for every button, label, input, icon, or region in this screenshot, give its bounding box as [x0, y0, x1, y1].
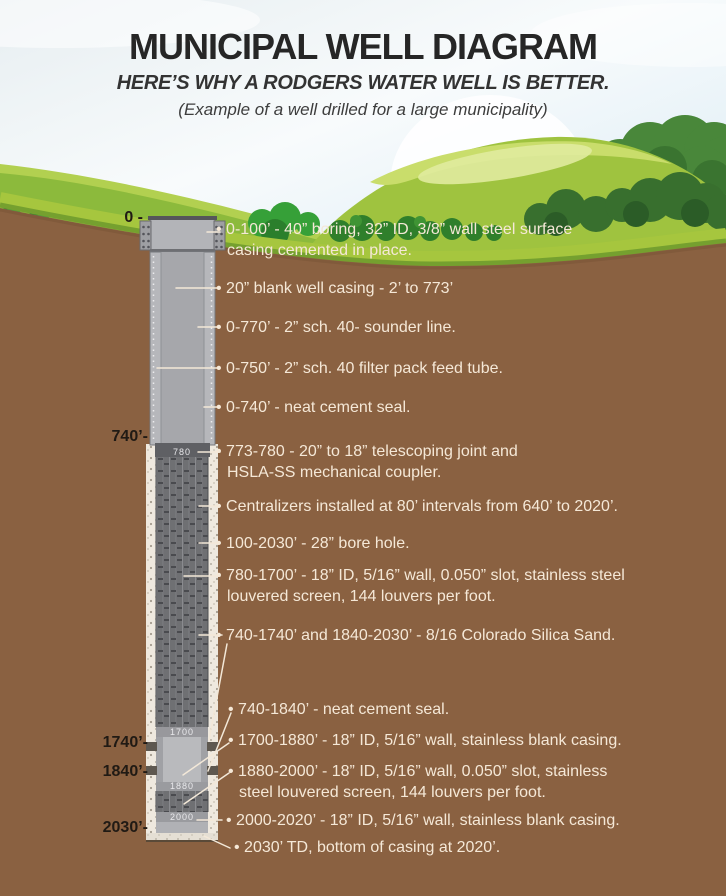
- annotation-blank-casing-bot: • 2000-2020’ - 18” ID, 5/16” wall, stain…: [226, 812, 620, 829]
- telescoping-joint: [155, 443, 210, 457]
- page-subtitle: HERE’S WHY A RODGERS WATER WELL IS BETTE…: [116, 72, 610, 94]
- casing-marker-780: 780: [172, 447, 192, 457]
- leader-lines: [156, 231, 232, 849]
- page-title: MUNICIPAL WELL DIAGRAM: [129, 26, 598, 67]
- surface-casing: [139, 216, 226, 253]
- depth-label-1840: 1840’-: [102, 763, 148, 780]
- blank-casing-mid: [156, 737, 208, 782]
- annotation-cement-seal-top: • 0-740’ - neat cement seal.: [216, 399, 411, 416]
- cement-seal-bands: [146, 742, 218, 775]
- louvered-screen-lower: [155, 791, 209, 812]
- louvered-screen-upper: [155, 457, 209, 727]
- flange-bolts: [142, 225, 223, 249]
- depth-label-0: 0 -: [124, 209, 143, 226]
- header: MUNICIPAL WELL DIAGRAM HERE’S WHY A RODG…: [0, 0, 726, 120]
- annotation-telescoping: • 773-780 - 20” to 18” telescoping joint…: [216, 443, 518, 481]
- annotation-silica-sand: • 740-1740’ and 1840-2030’ - 8/16 Colora…: [216, 627, 616, 644]
- annotation-sounder-line: • 0-770’ - 2” sch. 40- sounder line.: [216, 319, 456, 336]
- blank-casing-bottom: [156, 822, 208, 833]
- page-note: (Example of a well drilled for a large m…: [178, 100, 548, 119]
- annotation-cement-seal-mid: • 740-1840’ - neat cement seal.: [228, 701, 450, 718]
- depth-label-740: 740’-: [111, 428, 148, 445]
- annotation-blank-casing-mid: • 1700-1880’ - 18” ID, 5/16” wall, stain…: [228, 732, 622, 749]
- annotation-feed-tube: • 0-750’ - 2” sch. 40 filter pack feed t…: [216, 360, 503, 377]
- casing-marker-1880: 1880: [169, 781, 195, 791]
- annotation-screen-upper: • 780-1700’ - 18” ID, 5/16” wall, 0.050”…: [216, 567, 625, 605]
- annotation-surface-casing: • 0-100’ - 40” boring, 32” ID, 3/8” wall…: [216, 221, 573, 259]
- casing-marker-1700: 1700: [169, 727, 195, 737]
- annotation-bore-hole: • 100-2030’ - 28” bore hole.: [216, 535, 410, 552]
- annotation-blank-casing: • 20” blank well casing - 2’ to 773’: [216, 280, 454, 297]
- annotation-centralizers: • Centralizers installed at 80’ interval…: [216, 498, 618, 515]
- casing-marker-2000: 2000: [169, 812, 195, 822]
- annotation-total-depth: • 2030’ TD, bottom of casing at 2020’.: [234, 839, 501, 856]
- depth-label-2030: 2030’-: [102, 819, 148, 836]
- well-structure: [139, 216, 226, 842]
- annotation-screen-lower: • 1880-2000’ - 18” ID, 5/16” wall, 0.050…: [228, 763, 608, 801]
- upper-casing: [149, 251, 216, 446]
- depth-label-1740: 1740’-: [102, 734, 148, 751]
